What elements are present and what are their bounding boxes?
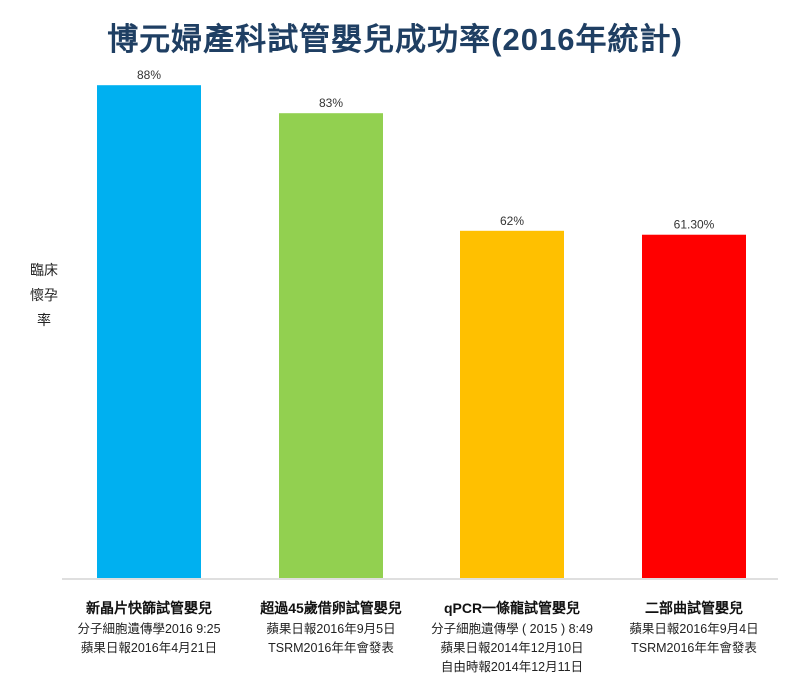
category-note: 分子細胞遺傳學2016 9:25	[77, 622, 221, 636]
data-label-1: 88%	[137, 68, 161, 82]
category-note: 蘋果日報2014年12月10日	[440, 641, 584, 655]
bar-4	[642, 234, 746, 578]
category-label: qPCR一條龍試管嬰兒	[443, 600, 581, 616]
category-label: 新晶片快篩試管嬰兒	[86, 600, 212, 616]
category-note: 分子細胞遺傳學 ( 2015 ) 8:49	[431, 622, 593, 636]
category-4: 二部曲試管嬰兒蘋果日報2016年9月4日 TSRM2016年年會發表	[604, 596, 784, 658]
category-label: 超過45歲借卵試管嬰兒	[260, 600, 402, 616]
data-label-2: 83%	[319, 96, 343, 110]
category-note: TSRM2016年年會發表	[268, 641, 394, 655]
category-note: 自由時報2014年12月11日	[440, 660, 584, 674]
category-1: 新晶片快篩試管嬰兒 分子細胞遺傳學2016 9:25 蘋果日報2016年4月21日	[59, 596, 239, 658]
category-note: TSRM2016年年會發表	[631, 641, 757, 655]
category-note: 蘋果日報2016年9月5日	[266, 622, 396, 636]
category-2: 超過45歲借卵試管嬰兒 蘋果日報2016年9月5日 TSRM2016年年會發表	[241, 596, 421, 658]
category-note: 蘋果日報2016年4月21日	[80, 641, 218, 655]
category-3: qPCR一條龍試管嬰兒 分子細胞遺傳學 ( 2015 ) 8:49 蘋果日報2014…	[422, 596, 602, 677]
y-axis-label: 臨床懷孕率	[30, 262, 58, 328]
bar-1	[97, 85, 201, 578]
chart-title: 博元婦產科試管嬰兒成功率(2016年統計)	[107, 22, 683, 57]
data-label-4: 61.30%	[674, 218, 715, 232]
category-label: 二部曲試管嬰兒	[645, 600, 743, 616]
bar-3	[460, 230, 564, 579]
category-note: 蘋果日報2016年9月4日	[629, 622, 759, 636]
data-label-3: 62%	[500, 214, 524, 228]
bar-2	[279, 113, 383, 578]
